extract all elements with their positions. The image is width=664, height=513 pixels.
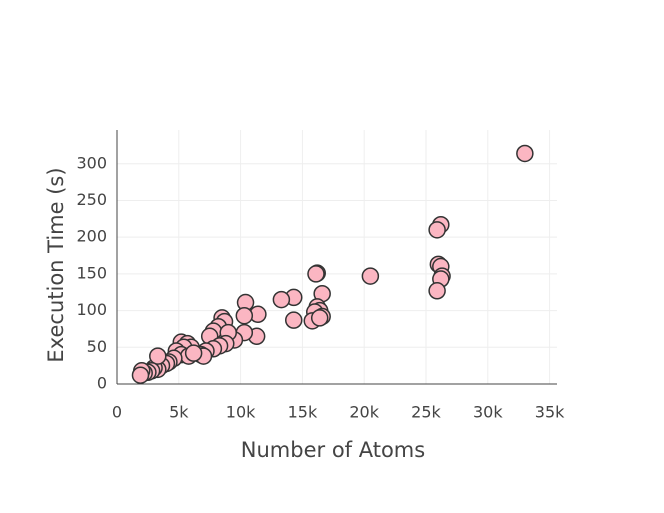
x-axis-title: Number of Atoms xyxy=(241,438,425,462)
point xyxy=(131,366,150,384)
x-tick-label: 5k xyxy=(169,403,189,422)
x-tick-label: 20k xyxy=(349,403,379,422)
x-tick-label: 15k xyxy=(288,403,318,422)
x-tick-label: 0 xyxy=(112,403,122,422)
y-tick-label: 0 xyxy=(97,374,107,393)
point xyxy=(284,311,303,329)
x-tick-label: 10k xyxy=(226,403,256,422)
point xyxy=(428,282,446,300)
y-tick-label: 150 xyxy=(76,263,107,282)
point xyxy=(307,265,325,283)
point xyxy=(361,267,380,285)
point xyxy=(184,344,203,362)
y-axis-title: Execution Time (s) xyxy=(44,167,68,362)
y-tick-label: 250 xyxy=(76,190,107,209)
y-tick-label: 200 xyxy=(76,227,107,246)
x-tick-label: 30k xyxy=(473,403,503,422)
point xyxy=(149,347,167,365)
y-tick-label: 50 xyxy=(87,337,107,356)
point xyxy=(428,221,446,239)
point xyxy=(235,306,254,325)
y-tick-label: 300 xyxy=(76,153,107,172)
point xyxy=(516,144,534,163)
point xyxy=(310,309,329,327)
x-tick-label: 35k xyxy=(535,403,565,422)
x-tick-label: 25k xyxy=(411,403,441,422)
y-tick-label: 100 xyxy=(76,300,107,319)
point xyxy=(272,290,291,309)
